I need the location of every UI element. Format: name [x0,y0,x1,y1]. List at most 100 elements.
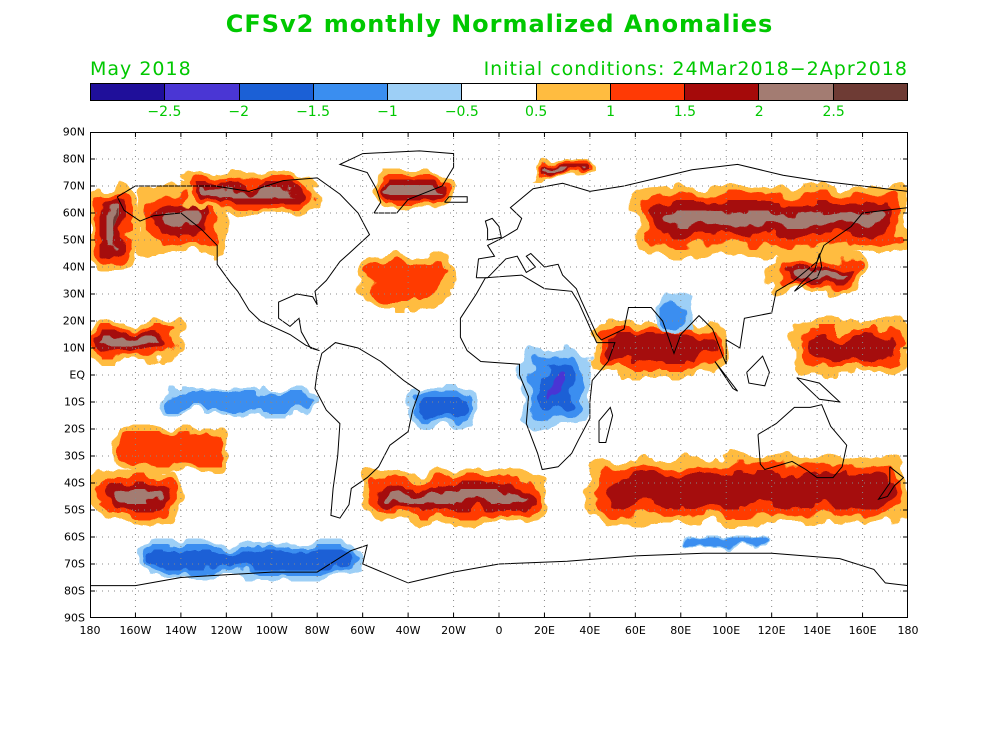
latitude-tick-label: 10S [64,395,85,409]
latitude-tick-label: 60S [64,530,85,544]
coastline [314,342,421,519]
coastline [484,217,502,241]
anomaly-region [105,336,166,346]
colorbar-tick-label: −1 [377,104,398,120]
anomaly-region [661,212,882,228]
colorbar-swatch [610,84,686,100]
map-panel [89,131,909,622]
coastline [598,406,614,443]
latitude-tick-label: EQ [69,368,85,382]
coastline [796,377,842,403]
longitude-tick-label: 120W [210,624,243,637]
longitude-tick-label: 100E [712,624,741,637]
anomaly-fields [90,159,908,578]
longitude-tick-label: 120E [757,624,786,637]
longitude-tick-label: 40E [579,624,601,637]
coastline [714,361,738,392]
anomaly-region [787,269,847,279]
longitude-tick-label: 140W [164,624,197,637]
colorbar-swatch [536,84,611,100]
anomaly-region [383,490,524,503]
colorbar-swatch [313,84,389,100]
longitude-tick-label: 80W [304,624,330,637]
colorbar-tick-label: 2.5 [822,104,845,120]
colorbar-tick-label: 2 [754,104,764,120]
latitude-tick-label: 50S [64,503,85,517]
latitude-tick-label: 30N [62,287,85,301]
anomaly-map [89,131,909,619]
colorbar-swatch [759,84,834,100]
coastline [459,274,616,471]
colorbar-swatch [239,84,314,100]
longitude-tick-label: 140E [803,624,832,637]
colorbar-swatch [685,84,760,100]
anomaly-region [607,473,891,506]
anomaly-region [808,335,894,361]
gridlines [89,131,909,619]
colorbar-tick-label: −2.5 [147,104,182,120]
latitude-tick-label: 70S [64,557,85,571]
anomaly-region [144,551,354,569]
colorbar-tick-label: −0.5 [444,104,479,120]
colorbar-tick-label: −1.5 [296,104,331,120]
colorbar-swatch [833,84,907,100]
anomaly-region [682,538,770,549]
anomaly-region [418,399,466,419]
latitude-tick-label: 70N [62,179,85,193]
coastline [746,355,770,387]
latitude-tick-label: 90N [62,125,85,139]
longitude-tick-label: 60W [350,624,376,637]
coastline [794,253,823,292]
longitude-tick-label: 20W [441,624,466,637]
chart-title: CFSv2 monthly Normalized Anomalies [225,10,774,38]
anomaly-region [161,392,314,412]
longitude-tick-label: 40W [395,624,421,637]
latitude-tick-label: 80N [62,152,85,166]
forecast-month: May 2018 [90,58,192,80]
coastline [877,466,905,501]
anomaly-region [541,167,582,173]
anomaly-region [196,188,302,198]
anomaly-region [117,434,222,465]
anomaly-region [113,209,118,244]
longitude-tick-label: 20E [533,624,555,637]
colorbar-tick-label: 0.5 [525,104,548,120]
colorbar-swatch [462,84,537,100]
colorbar-tick-label: 1.5 [673,104,697,120]
longitude-tick-label: 160W [119,624,152,637]
colorbar-tick-label: 1 [606,104,615,120]
colorbar-swatch [165,84,240,100]
longitude-tick-label: 180 [897,624,919,637]
colorbar [90,83,908,101]
longitude-tick-label: 60E [624,624,646,637]
coastline [475,163,908,365]
anomaly-region [111,490,160,503]
anomaly-region [603,335,713,361]
anomaly-region [548,374,564,403]
longitude-tick-label: 160E [848,624,877,637]
anomaly-region [662,298,688,331]
longitude-tick-label: 80E [670,624,692,637]
colorbar-tick-label: −2 [228,104,250,120]
anomaly-region [369,260,447,301]
anomaly-region [161,212,201,228]
latitude-tick-label: 10N [62,341,85,355]
coastline [338,150,455,214]
coastline [444,196,468,203]
colorbar-swatch [91,84,166,100]
coastline [90,544,908,587]
coastlines [90,150,908,587]
latitude-tick-label: 40N [62,260,85,274]
latitude-tick-label: 50N [62,233,85,247]
latitude-tick-label: 20N [62,314,85,328]
latitude-tick-label: 30S [64,449,85,463]
colorbar-swatch [388,84,463,100]
latitude-tick-label: 40S [64,476,85,490]
initial-conditions: Initial conditions: 24Mar2018−2Apr2018 [483,58,908,80]
map-frame [90,132,908,618]
longitude-tick-label: 180 [79,624,101,637]
longitude-tick-label: 0 [495,624,503,637]
latitude-tick-label: 60N [62,206,85,220]
coastline [757,404,848,479]
latitude-tick-label: 90S [64,611,85,625]
